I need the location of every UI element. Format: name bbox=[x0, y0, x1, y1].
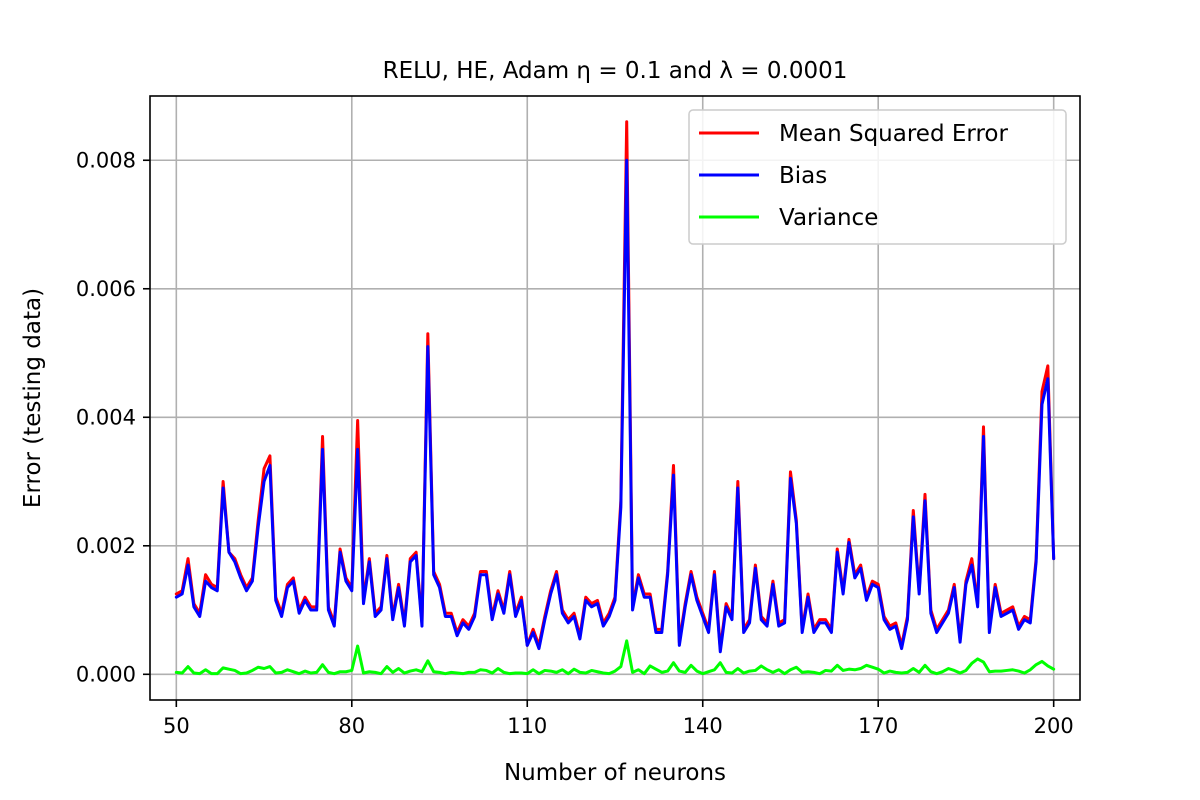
legend-label-variance: Variance bbox=[779, 205, 878, 231]
x-axis-ticks: 50 80 110 140 170 200 bbox=[163, 700, 1074, 738]
y-tick-label: 0.002 bbox=[76, 534, 136, 558]
legend: Mean Squared Error Bias Variance bbox=[688, 109, 1067, 245]
series-line-bias bbox=[174, 158, 1056, 654]
legend-box bbox=[688, 109, 1067, 245]
y-tick-label: 0.006 bbox=[76, 277, 136, 301]
x-tick-label: 140 bbox=[683, 714, 723, 738]
series-line-variance bbox=[174, 639, 1056, 676]
chart-title: RELU, HE, Adam η = 0.1 and λ = 0.0001 bbox=[383, 58, 848, 84]
x-tick-label: 110 bbox=[507, 714, 547, 738]
y-axis-label: Error (testing data) bbox=[20, 288, 46, 508]
x-tick-label: 200 bbox=[1034, 714, 1074, 738]
x-tick-label: 50 bbox=[163, 714, 190, 738]
plot-frame bbox=[149, 95, 1081, 701]
x-tick-label: 170 bbox=[858, 714, 898, 738]
y-tick-label: 0.000 bbox=[76, 662, 136, 686]
legend-label-bias: Bias bbox=[779, 163, 827, 189]
y-axis-ticks: 0.000 0.002 0.004 0.006 0.008 bbox=[76, 148, 150, 686]
legend-label-mean-squared-error: Mean Squared Error bbox=[779, 121, 1008, 147]
y-tick-label: 0.004 bbox=[76, 405, 136, 429]
series-layer bbox=[174, 120, 1056, 676]
x-tick-label: 80 bbox=[338, 714, 365, 738]
x-axis-label: Number of neurons bbox=[504, 760, 726, 786]
y-tick-label: 0.008 bbox=[76, 148, 136, 172]
